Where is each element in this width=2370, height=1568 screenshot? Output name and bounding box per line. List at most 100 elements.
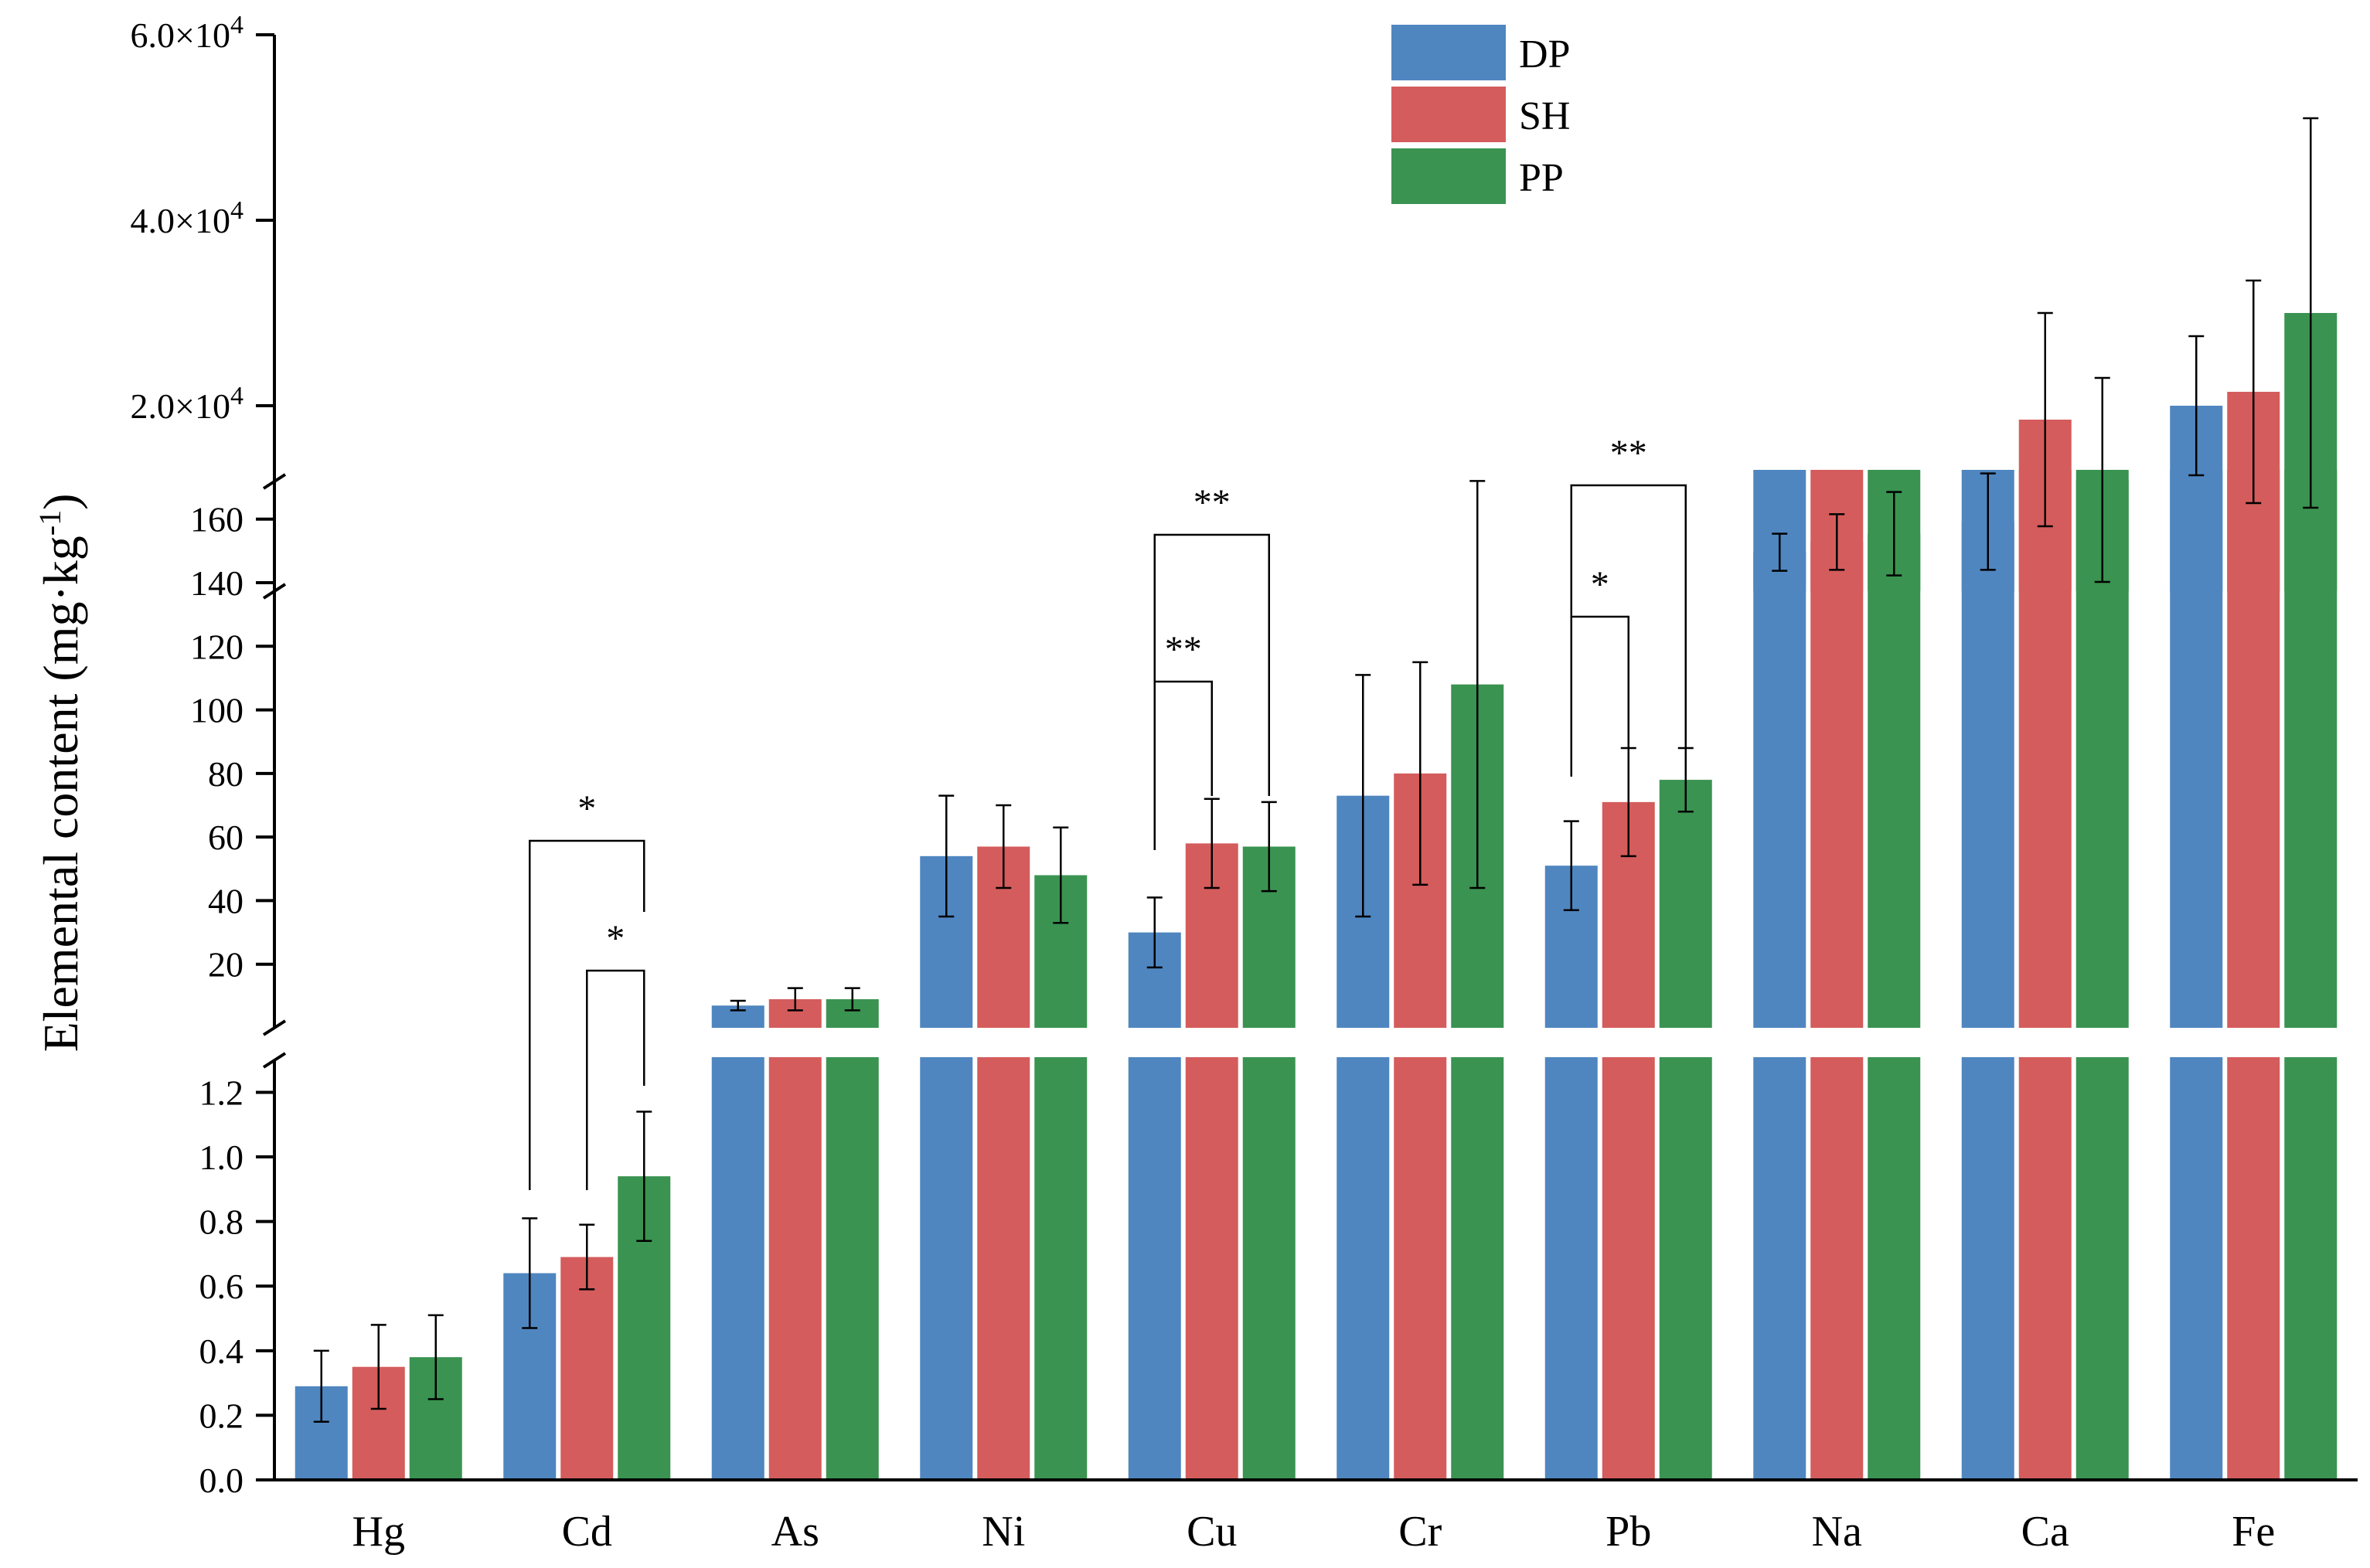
error-bar-pp-ca <box>2094 376 2110 583</box>
y-axis-title: Elemental content (mg·kg-1) <box>32 494 89 1053</box>
significance-bracket-cu <box>1153 680 1213 850</box>
bar-sh-cd-lower <box>560 1257 614 1480</box>
bars-layer <box>295 313 2338 1480</box>
error-bar-sh-ca <box>2037 311 2053 528</box>
bar-pp-pb-middle <box>1659 780 1712 1028</box>
y-tick-label: 2.0×104 <box>131 382 243 427</box>
category-label-cu: Cu <box>1187 1508 1237 1556</box>
error-bar-dp-ni <box>938 794 955 918</box>
y-tick-label: 0.0 <box>199 1461 244 1500</box>
significance-bracket-cd <box>529 839 645 1190</box>
y-tick-label: 140 <box>190 563 243 603</box>
bar-pp-pb-lower <box>1659 1057 1712 1480</box>
error-bar-dp-na <box>1772 532 1788 572</box>
significance-label-cu: ** <box>1165 629 1202 670</box>
y-axis-title-close: ) <box>33 494 88 510</box>
bar-dp-as-lower <box>711 1057 764 1480</box>
bar-sh-cu-lower <box>1185 1057 1238 1480</box>
category-label-cd: Cd <box>562 1508 612 1556</box>
bar-pp-as-lower <box>826 1057 879 1480</box>
y-axis-title-sup: -1 <box>32 510 67 536</box>
y-axis: 0.0 0.2 0.4 0.6 0.8 1.0 1.2 20 40 60 80 100 120 140 16… <box>131 11 2358 1500</box>
error-bar-pp-ni <box>1053 826 1069 924</box>
bar-pp-na-lower <box>1868 1057 1921 1480</box>
error-bar-pp-hg <box>427 1314 444 1400</box>
error-bar-pp-cd <box>636 1111 652 1242</box>
category-label-ca: Ca <box>2021 1508 2069 1556</box>
y-tick-label: 4.0×104 <box>131 196 243 241</box>
error-bar-sh-cr <box>1412 661 1428 886</box>
axis-break-mark <box>262 473 287 490</box>
y-tick-label: 1.0 <box>199 1138 244 1177</box>
axis-break-mark <box>262 583 287 600</box>
bar-dp-cr-lower <box>1337 1057 1390 1480</box>
legend-label-sh: SH <box>1519 94 1570 138</box>
error-bar-sh-as <box>787 987 803 1012</box>
significance-layer: ********* <box>529 433 1687 1190</box>
legend-swatch-dp <box>1391 25 1506 80</box>
error-bar-pp-fe <box>2303 117 2319 509</box>
bar-pp-ni-lower <box>1034 1057 1088 1480</box>
bar-pp-cr-lower <box>1451 1057 1504 1480</box>
category-label-hg: Hg <box>352 1508 405 1556</box>
error-bar-dp-as <box>730 999 746 1012</box>
significance-label-cd: * <box>606 918 625 959</box>
error-bar-dp-cu <box>1146 896 1163 969</box>
category-label-na: Na <box>1812 1508 1862 1556</box>
y-axis-title-main: Elemental content (mg·kg <box>33 536 88 1052</box>
error-bar-pp-na <box>1886 491 1902 577</box>
error-bar-dp-ca <box>1980 472 1996 571</box>
significance-bracket-cu <box>1153 533 1270 850</box>
legend-label-dp: DP <box>1519 32 1570 77</box>
error-bar-pp-cu <box>1261 801 1277 893</box>
bar-sh-cr-lower <box>1394 1057 1447 1480</box>
y-tick-label: 60 <box>208 818 243 857</box>
category-label-pb: Pb <box>1606 1508 1651 1556</box>
significance-label-cu: ** <box>1194 482 1231 523</box>
error-bar-sh-ni <box>996 804 1012 889</box>
error-bar-pp-as <box>844 987 860 1012</box>
y-tick-label: 0.8 <box>199 1202 244 1242</box>
category-label-cr: Cr <box>1398 1508 1442 1556</box>
bar-sh-na-lower <box>1810 1057 1864 1480</box>
error-bar-dp-cd <box>522 1217 538 1329</box>
significance-label-pb: * <box>1591 564 1609 605</box>
bar-dp-cu-lower <box>1128 1057 1181 1480</box>
bar-pp-cu-lower <box>1242 1057 1296 1480</box>
significance-bracket-cd <box>586 969 645 1190</box>
bar-sh-as-lower <box>768 1057 822 1480</box>
y-tick-label: 0.2 <box>199 1396 244 1435</box>
significance-label-cd: * <box>577 788 596 829</box>
bar-dp-ca-lower <box>1961 1057 2014 1480</box>
error-bar-dp-fe <box>2188 335 2205 477</box>
y-tick-label: 1.2 <box>199 1073 244 1112</box>
error-bars-layer <box>313 117 2319 1423</box>
bar-dp-fe-lower <box>2170 1057 2223 1480</box>
category-label-as: As <box>771 1508 819 1556</box>
error-bar-sh-na <box>1829 513 1845 571</box>
legend-swatch-sh <box>1391 87 1506 142</box>
y-tick-label: 0.6 <box>199 1267 244 1306</box>
y-tick-label: 100 <box>190 691 243 730</box>
bar-dp-ni-lower <box>920 1057 973 1480</box>
bar-sh-fe-lower <box>2227 1057 2280 1480</box>
bar-pp-fe-lower <box>2284 1057 2338 1480</box>
bar-sh-pb-lower <box>1602 1057 1655 1480</box>
y-tick-label: 0.4 <box>199 1332 244 1371</box>
y-tick-label: 80 <box>208 754 243 794</box>
error-bar-dp-cr <box>1355 674 1371 918</box>
axis-break-mark <box>262 1052 287 1069</box>
error-bar-pp-cr <box>1469 480 1486 889</box>
category-label-fe: Fe <box>2232 1508 2275 1556</box>
bar-sh-ni-lower <box>977 1057 1030 1480</box>
y-tick-label: 160 <box>190 500 243 539</box>
y-tick-label: 120 <box>190 627 243 666</box>
error-bar-sh-hg <box>370 1324 386 1410</box>
significance-label-pb: ** <box>1610 433 1647 474</box>
x-axis: Hg Cd As Ni Cu Cr Pb Na Ca Fe <box>352 1508 2276 1556</box>
y-tick-label: 20 <box>208 945 243 985</box>
error-bar-dp-hg <box>313 1349 329 1423</box>
error-bar-dp-pb <box>1563 820 1579 912</box>
significance-bracket-pb <box>1570 615 1629 796</box>
y-tick-label: 6.0×104 <box>131 11 243 56</box>
